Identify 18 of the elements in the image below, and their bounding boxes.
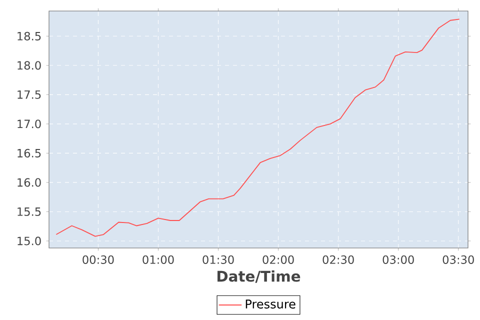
y-tick-label: 17.5 [18, 90, 41, 99]
x-tick-label: 01:00 [142, 255, 174, 264]
y-tick-label: 18.0 [18, 61, 41, 70]
y-tick-label: 16.0 [18, 178, 41, 187]
y-tick-label: 18.5 [18, 32, 41, 40]
y-tick-label: 17.0 [18, 120, 41, 128]
legend-label: Pressure [246, 300, 296, 309]
x-tick-label: 02:30 [322, 255, 354, 264]
x-axis-title: Date/Time [218, 270, 300, 283]
x-tick-label: 03:00 [382, 255, 414, 264]
y-tick-label: 16.5 [18, 148, 41, 158]
x-tick-label: 00:30 [82, 255, 114, 264]
y-tick-label: 15.0 [18, 236, 41, 246]
y-tick-label: 15.5 [18, 208, 41, 216]
x-tick-label: 01:30 [202, 255, 234, 264]
x-tick-label: 02:00 [262, 255, 294, 264]
x-tick-label: 03:30 [442, 255, 474, 264]
line-series [56, 18, 460, 237]
